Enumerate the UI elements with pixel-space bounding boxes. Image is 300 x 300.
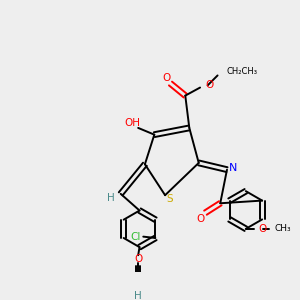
Text: O: O (162, 73, 171, 82)
Text: O: O (134, 254, 142, 264)
Text: O: O (196, 214, 205, 224)
Text: N: N (229, 163, 237, 173)
Text: OH: OH (125, 118, 141, 128)
Text: O: O (205, 80, 213, 90)
Text: S: S (167, 194, 173, 204)
Text: CH₂CH₃: CH₂CH₃ (227, 67, 258, 76)
Text: H: H (107, 193, 115, 203)
Text: Cl: Cl (130, 232, 140, 242)
Text: H: H (134, 291, 142, 300)
Text: O: O (259, 224, 267, 234)
Text: CH₃: CH₃ (274, 224, 291, 233)
